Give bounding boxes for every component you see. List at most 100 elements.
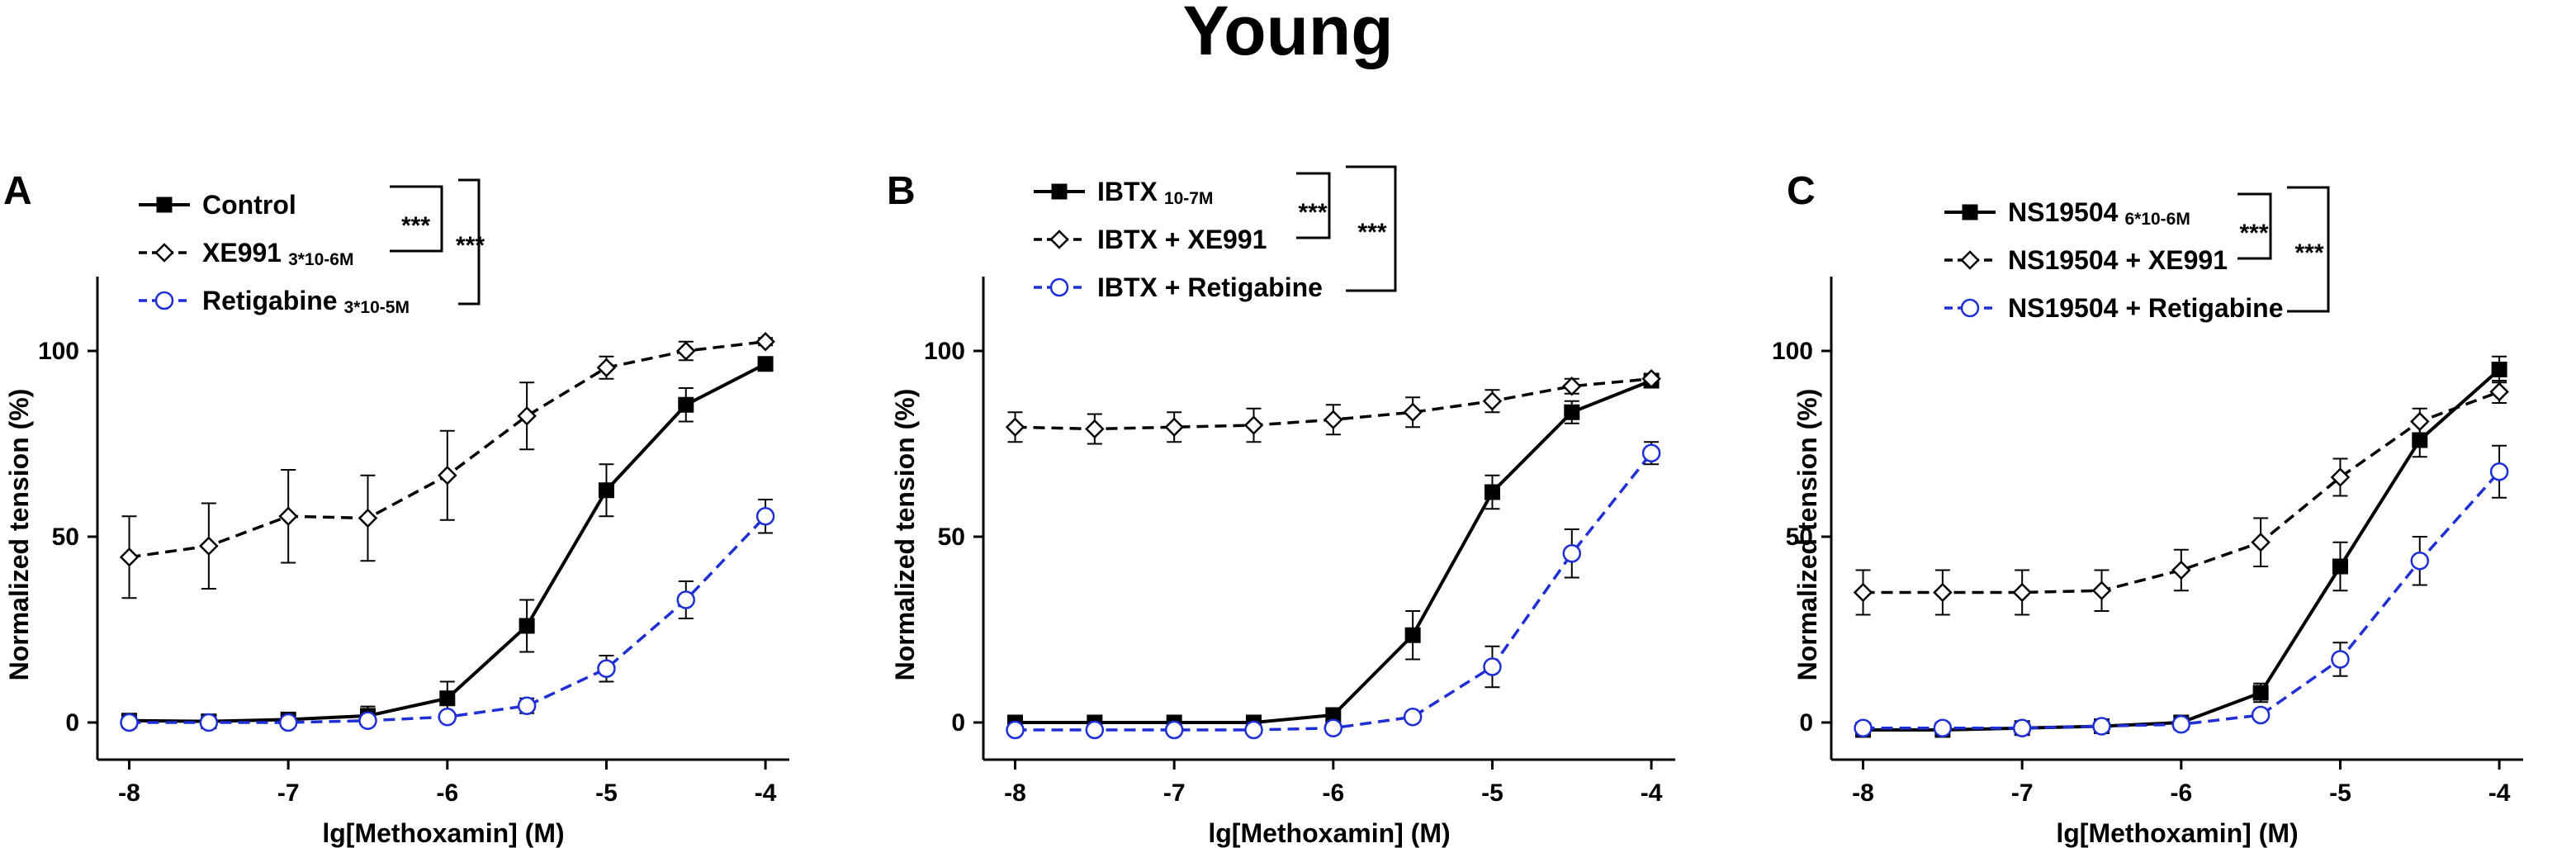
y-tick-label: 50 <box>938 523 965 551</box>
y-tick-label: 100 <box>924 338 965 365</box>
data-point <box>199 536 219 557</box>
significance-bracket <box>2287 186 2330 313</box>
data-point <box>1564 404 1580 420</box>
data-point <box>1933 582 1953 603</box>
data-point <box>676 341 696 361</box>
x-axis-label: lg[Methoxamin] (M) <box>1208 818 1450 848</box>
data-point <box>1484 484 1500 500</box>
data-point <box>1853 582 1873 603</box>
x-tick-label: -4 <box>755 779 777 807</box>
data-point <box>755 331 775 352</box>
y-axis-label: Normalized tension (%) <box>890 389 920 681</box>
data-point <box>2091 580 2112 601</box>
data-point <box>1562 376 1582 396</box>
legend-marker <box>1049 277 1069 297</box>
legend-marker <box>1960 298 1980 318</box>
legend-sublabel: 3*10-6M <box>288 250 353 269</box>
significance-bracket <box>2237 192 2272 260</box>
legend: IBTX 10-7M IBTX + XE991 IBTX + Retigabine **… <box>1034 165 1397 302</box>
data-point <box>2012 718 2032 737</box>
legend-marker <box>1049 230 1069 249</box>
data-point <box>1005 417 1025 438</box>
y-tick-label: 0 <box>951 709 965 737</box>
x-axis-label: lg[Methoxamin] (M) <box>2056 818 2298 848</box>
legend-label: NS19504 + Retigabine <box>2008 293 2283 323</box>
panel-b: B -8 -7 -6 -5 -4 0 50 100 lg[Methoxamin] (M) Norma… <box>887 165 1675 848</box>
y-tick-label: 50 <box>52 523 79 551</box>
significance-label: *** <box>2239 220 2268 247</box>
data-point <box>119 547 140 567</box>
data-point <box>2491 362 2507 377</box>
significance-bracket <box>1296 172 1331 239</box>
data-point <box>1482 391 1503 411</box>
y-tick-label: 50 <box>1786 523 1813 551</box>
x-tick-label: -8 <box>1852 779 1874 807</box>
x-tick-label: -7 <box>1163 779 1186 807</box>
x-tick-label: -8 <box>118 779 140 807</box>
data-point <box>438 708 457 727</box>
legend-label: IBTX + Retigabine <box>1097 272 1323 302</box>
x-tick-label: -7 <box>277 779 300 807</box>
legend-label: Retigabine 3*10-5M <box>202 286 410 317</box>
x-tick-label: -5 <box>1481 779 1503 807</box>
legend-sublabel: 6*10-6M <box>2124 210 2190 229</box>
data-point <box>1324 410 1343 430</box>
panel-a: A -8 -7 -6 -5 -4 0 50 100 lg[Methoxamin] (M) Norma… <box>3 169 789 848</box>
x-tick-label: -6 <box>1322 779 1344 807</box>
data-point <box>1324 718 1343 737</box>
significance-bracket <box>390 185 443 253</box>
data-point <box>2171 715 2191 734</box>
series-line <box>1863 471 2501 730</box>
data-point <box>2171 560 2191 580</box>
series-line <box>1863 390 2500 595</box>
x-tick-label: -4 <box>2488 779 2511 807</box>
legend-label: Control <box>202 190 296 220</box>
data-point <box>439 690 456 707</box>
data-point <box>1085 720 1105 740</box>
figure-title: Young <box>1182 0 1393 69</box>
legend-marker <box>156 197 173 213</box>
data-point <box>596 358 617 378</box>
legend-sublabel: 3*10-5M <box>344 298 410 317</box>
legend-marker <box>1962 204 1978 220</box>
panels: A -8 -7 -6 -5 -4 0 50 100 lg[Methoxamin] (M) Norma… <box>3 165 2523 848</box>
data-point <box>1641 368 1661 389</box>
data-point <box>1562 544 1582 563</box>
data-point <box>278 506 298 527</box>
data-point <box>1164 720 1184 740</box>
data-point <box>1403 402 1423 423</box>
legend-label: NS19504 + XE991 <box>2008 245 2228 275</box>
data-point <box>1483 657 1502 676</box>
x-tick-label: -5 <box>2329 779 2351 807</box>
data-point <box>1006 720 1025 740</box>
data-point <box>2331 650 2350 669</box>
y-axis-label: Normalized tension (%) <box>1792 389 1822 681</box>
x-tick-label: -5 <box>595 779 618 807</box>
legend: NS19504 6*10-6M NS19504 + XE991 NS19504 + R… <box>1944 186 2330 323</box>
data-point <box>278 713 298 732</box>
legend-marker <box>1051 183 1068 200</box>
significance-bracket <box>458 178 481 306</box>
legend: Control XE991 3*10-6M Retigabine 3*10-5M *** *… <box>139 178 485 317</box>
data-point <box>2489 462 2509 481</box>
legend-sublabel: 10-7M <box>1164 189 1214 208</box>
x-tick-label: -8 <box>1004 779 1026 807</box>
series-diamond <box>1853 380 2509 616</box>
y-tick-label: 100 <box>1772 338 1813 365</box>
series-circle <box>120 499 775 732</box>
legend-label: IBTX + XE991 <box>1097 225 1267 254</box>
series-circle <box>1854 444 2509 737</box>
data-point <box>1085 419 1105 439</box>
data-point <box>2012 582 2032 603</box>
x-tick-label: -4 <box>1641 779 1663 807</box>
data-point <box>1244 720 1263 740</box>
data-point <box>1164 417 1184 438</box>
data-point <box>517 696 537 715</box>
data-point <box>358 508 378 528</box>
data-point <box>755 507 775 526</box>
panel-label: C <box>1787 169 1816 213</box>
series-diamond <box>119 331 775 599</box>
y-axis-label: Normalized tension (%) <box>4 389 34 681</box>
data-point <box>358 711 377 730</box>
